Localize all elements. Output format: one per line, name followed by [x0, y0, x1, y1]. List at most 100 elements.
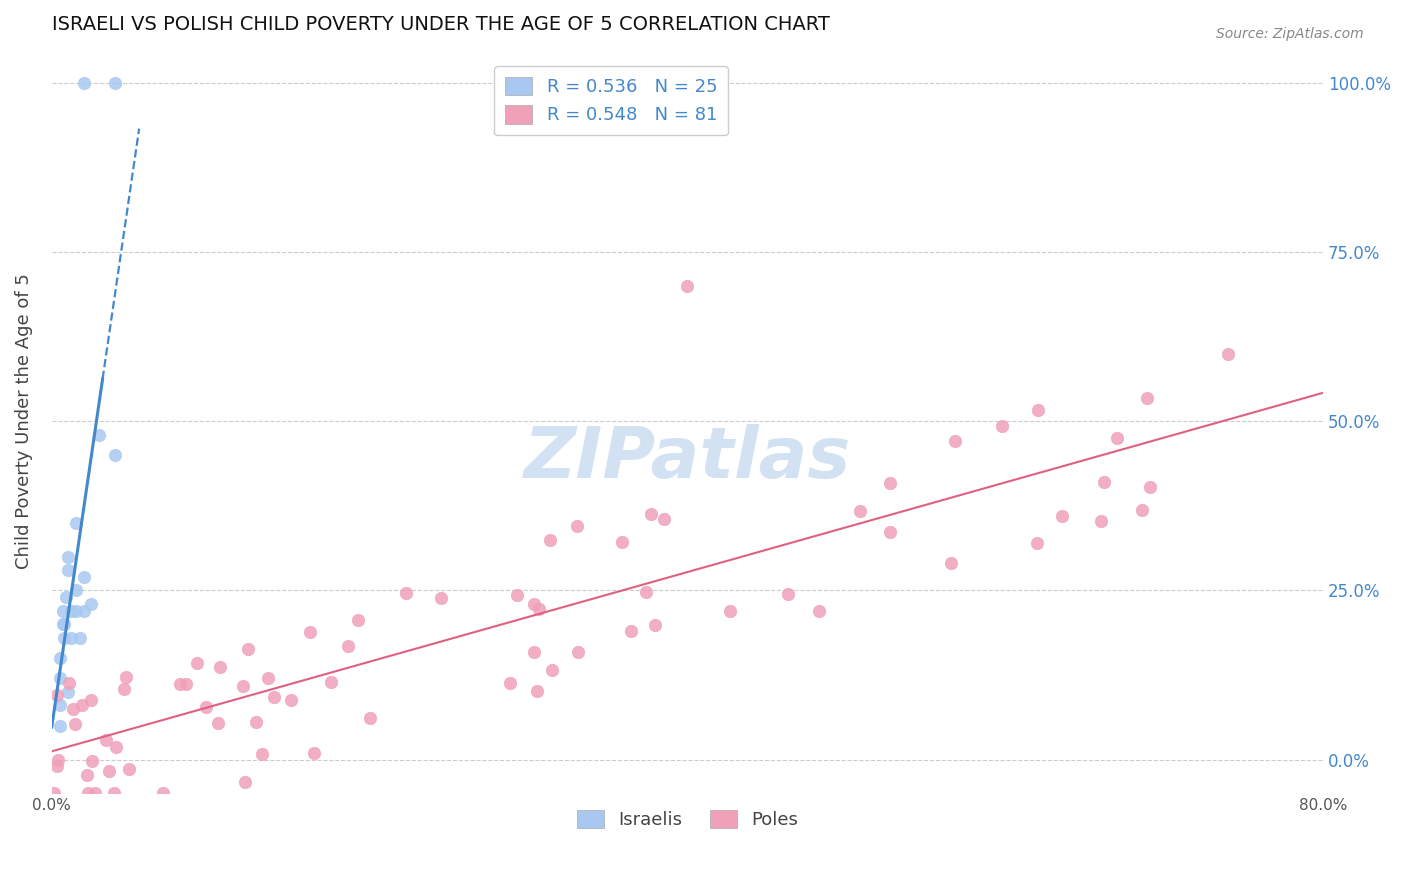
Point	[676, 279, 699, 293]
Point	[72, 570, 94, 584]
Point	[69, 631, 91, 645]
Point	[48, 719, 70, 733]
Point	[1135, 391, 1157, 405]
Point	[256, 671, 278, 685]
Point	[991, 419, 1014, 434]
Point	[186, 656, 208, 670]
Point	[359, 711, 381, 725]
Point	[103, 786, 125, 800]
Point	[346, 613, 368, 627]
Point	[56, 563, 79, 577]
Point	[169, 677, 191, 691]
Point	[89, 428, 111, 442]
Point	[523, 645, 546, 659]
Point	[112, 682, 135, 697]
Point	[299, 624, 322, 639]
Point	[52, 604, 75, 618]
Point	[48, 651, 70, 665]
Point	[526, 683, 548, 698]
Point	[195, 699, 218, 714]
Legend: Israelis, Poles: Israelis, Poles	[569, 803, 806, 837]
Point	[70, 698, 93, 713]
Point	[849, 503, 872, 517]
Point	[430, 591, 453, 605]
Point	[65, 583, 87, 598]
Point	[104, 76, 127, 90]
Point	[319, 675, 342, 690]
Text: Source: ZipAtlas.com: Source: ZipAtlas.com	[1216, 27, 1364, 41]
Point	[65, 516, 87, 530]
Point	[48, 672, 70, 686]
Point	[80, 597, 103, 611]
Point	[207, 715, 229, 730]
Point	[506, 588, 529, 602]
Point	[59, 604, 82, 618]
Point	[879, 476, 901, 491]
Point	[644, 617, 666, 632]
Point	[250, 747, 273, 762]
Point	[939, 556, 962, 570]
Point	[567, 645, 589, 659]
Point	[263, 690, 285, 705]
Point	[523, 597, 546, 611]
Point	[232, 680, 254, 694]
Point	[336, 639, 359, 653]
Point	[1092, 475, 1115, 489]
Point	[58, 676, 80, 690]
Point	[620, 624, 643, 638]
Point	[53, 617, 76, 632]
Point	[1132, 503, 1154, 517]
Point	[527, 602, 550, 616]
Point	[1105, 431, 1128, 445]
Point	[1090, 514, 1112, 528]
Text: ZIPatlas: ZIPatlas	[524, 424, 851, 493]
Point	[118, 762, 141, 776]
Point	[56, 549, 79, 564]
Point	[395, 586, 418, 600]
Point	[541, 663, 564, 677]
Point	[94, 732, 117, 747]
Text: ISRAELI VS POLISH CHILD POVERTY UNDER THE AGE OF 5 CORRELATION CHART: ISRAELI VS POLISH CHILD POVERTY UNDER TH…	[52, 15, 830, 34]
Point	[83, 786, 105, 800]
Point	[280, 693, 302, 707]
Point	[59, 631, 82, 645]
Point	[52, 617, 75, 632]
Point	[718, 604, 741, 618]
Point	[55, 591, 77, 605]
Point	[114, 669, 136, 683]
Point	[567, 519, 589, 533]
Point	[174, 677, 197, 691]
Point	[76, 786, 98, 800]
Point	[48, 698, 70, 713]
Point	[98, 764, 121, 778]
Point	[53, 631, 76, 645]
Y-axis label: Child Poverty Under the Age of 5: Child Poverty Under the Age of 5	[15, 274, 32, 569]
Point	[80, 755, 103, 769]
Point	[610, 534, 633, 549]
Point	[640, 508, 662, 522]
Point	[943, 434, 966, 448]
Point	[80, 692, 103, 706]
Point	[76, 767, 98, 781]
Point	[152, 786, 174, 800]
Point	[46, 753, 69, 767]
Point	[1026, 402, 1049, 417]
Point	[56, 685, 79, 699]
Point	[42, 786, 65, 800]
Point	[233, 775, 256, 789]
Point	[46, 688, 69, 702]
Point	[1050, 508, 1073, 523]
Point	[1216, 347, 1239, 361]
Point	[65, 604, 87, 618]
Point	[499, 676, 522, 690]
Point	[62, 701, 84, 715]
Point	[104, 739, 127, 754]
Point	[208, 660, 231, 674]
Point	[304, 747, 326, 761]
Point	[104, 448, 127, 462]
Point	[652, 512, 675, 526]
Point	[636, 585, 658, 599]
Point	[238, 641, 260, 656]
Point	[808, 604, 831, 618]
Point	[538, 533, 561, 547]
